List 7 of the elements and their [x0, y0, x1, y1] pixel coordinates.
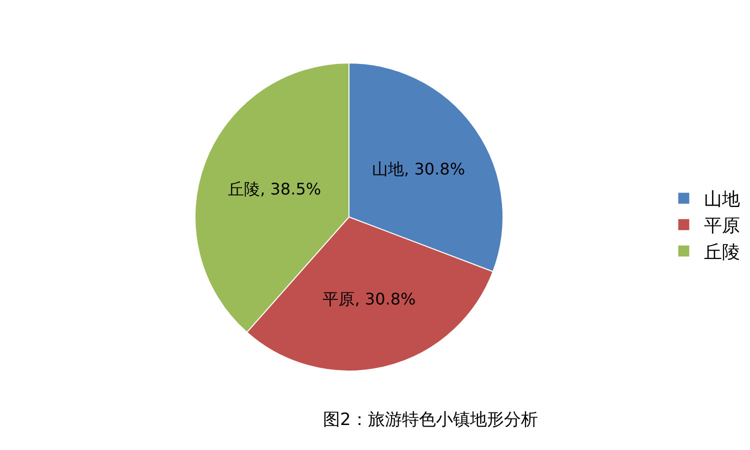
legend-label: 平原 — [704, 216, 740, 237]
legend-label: 丘陵 — [704, 242, 740, 264]
data-label: 山地, 30.8% — [372, 160, 466, 179]
legend-label: 山地 — [704, 189, 740, 210]
data-label: 丘陵, 38.5% — [228, 179, 322, 198]
caption: 图2：旅游特色小镇地形分析 — [323, 410, 538, 430]
data-label: 平原, 30.8% — [322, 290, 416, 309]
